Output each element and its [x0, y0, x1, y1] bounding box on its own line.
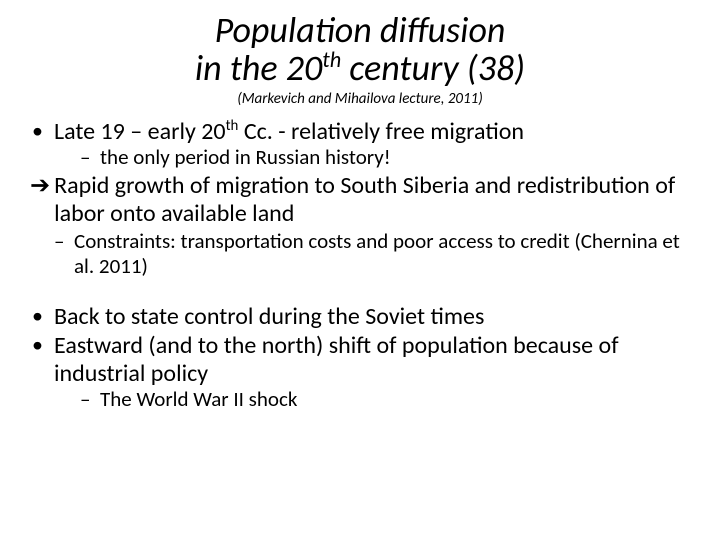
bullet-3-sub-1: The World War II shock: [78, 387, 700, 412]
slide-title: Population diffusion in the 20th century…: [20, 12, 700, 88]
bullet-list-top: Late 19 – early 20th Cc. - relatively fr…: [28, 118, 700, 170]
title-line-2: in the 20th century (38): [20, 50, 700, 88]
arrow-sub-1: Constraints: transportation costs and po…: [52, 229, 700, 279]
bullet-3-text: Eastward (and to the north) shift of pop…: [54, 331, 619, 388]
bullet-1-sublist: the only period in Russian history!: [78, 145, 700, 170]
title-text-2a: in the 20: [195, 46, 322, 90]
arrow-icon: ➔: [30, 172, 50, 200]
title-sup: th: [322, 46, 341, 73]
bullet-3-sublist: The World War II shock: [78, 387, 700, 412]
title-line-1: Population diffusion: [20, 12, 700, 50]
slide: Population diffusion in the 20th century…: [0, 0, 720, 540]
bullet-2: Back to state control during the Soviet …: [28, 303, 700, 331]
bullet-1-sup: th: [226, 116, 239, 134]
bullet-1: Late 19 – early 20th Cc. - relatively fr…: [28, 118, 700, 170]
arrow-sublist: Constraints: transportation costs and po…: [52, 229, 700, 279]
spacer: [20, 281, 700, 303]
arrow-text: Rapid growth of migration to South Siber…: [54, 172, 700, 227]
bullet-1-post: Cc. - relatively free migration: [238, 117, 524, 146]
bullet-list-bottom: Back to state control during the Soviet …: [28, 303, 700, 413]
slide-subtitle: (Markevich and Mihailova lecture, 2011): [20, 90, 700, 108]
bullet-3: Eastward (and to the north) shift of pop…: [28, 332, 700, 412]
title-text-2b: century (38): [341, 46, 525, 90]
bullet-1-pre: Late 19 – early 20: [54, 117, 226, 146]
bullet-1-sub-1: the only period in Russian history!: [78, 145, 700, 170]
arrow-bullet: ➔ Rapid growth of migration to South Sib…: [28, 172, 700, 227]
